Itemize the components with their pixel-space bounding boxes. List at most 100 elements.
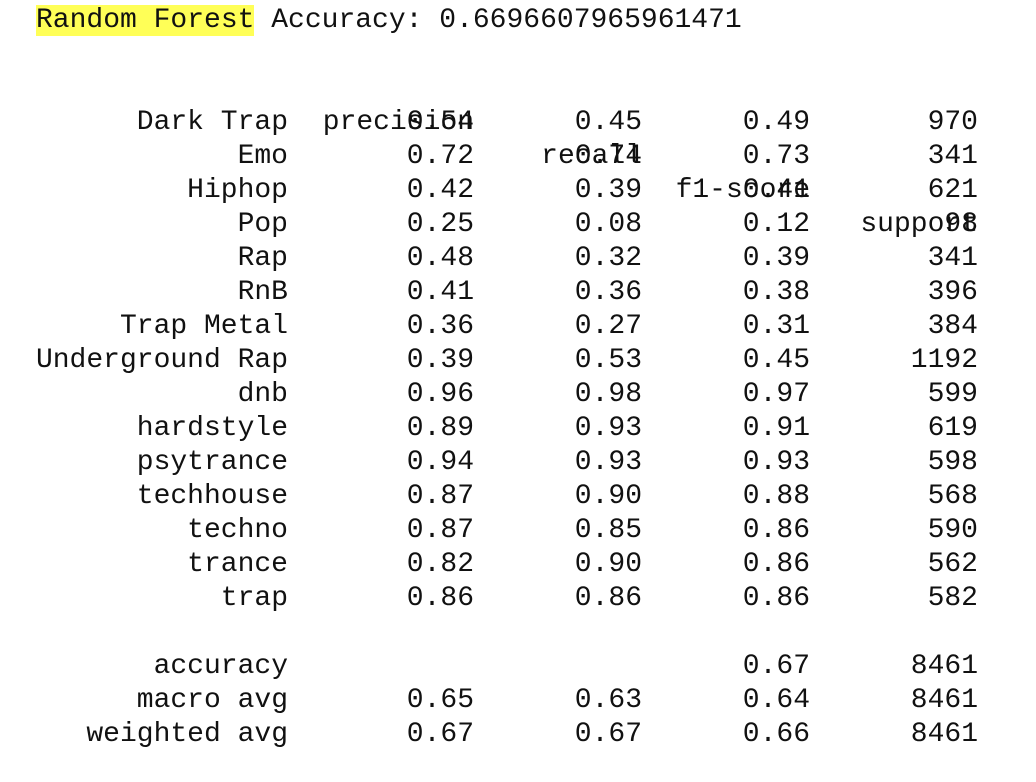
row-label: trap	[220, 583, 288, 614]
support-value: 970	[927, 107, 978, 138]
f1-score-value: 0.39	[742, 243, 810, 274]
recall-value: 0.36	[574, 277, 642, 308]
precision-value: 0.87	[406, 481, 474, 512]
table-row: techno 0.87 0.85 0.86 590	[0, 514, 1036, 548]
precision-value: 0.96	[406, 379, 474, 410]
precision-value: 0.41	[406, 277, 474, 308]
table-row: Pop 0.25 0.08 0.12 98	[0, 208, 1036, 242]
header-recall: recall	[541, 141, 642, 172]
precision-value: 0.25	[406, 209, 474, 240]
recall-value: 0.93	[574, 413, 642, 444]
f1-score-value: 0.38	[742, 277, 810, 308]
row-label: Emo	[237, 141, 288, 172]
row-label: accuracy	[153, 651, 288, 682]
table-row: hardstyle 0.89 0.93 0.91 619	[0, 412, 1036, 446]
support-value: 1192	[910, 345, 978, 376]
support-value: 341	[927, 243, 978, 274]
summary-row: accuracy 0.67 8461	[0, 650, 1036, 684]
row-label: RnB	[237, 277, 288, 308]
recall-value: 0.90	[574, 549, 642, 580]
recall-value: 0.98	[574, 379, 642, 410]
precision-value: 0.48	[406, 243, 474, 274]
accuracy-text: Accuracy: 0.6696607965961471	[254, 5, 742, 36]
table-row: Dark Trap 0.54 0.45 0.49 970	[0, 106, 1036, 140]
table-row: techhouse 0.87 0.90 0.88 568	[0, 480, 1036, 514]
support-value: 621	[927, 175, 978, 206]
recall-value: 0.45	[574, 107, 642, 138]
row-label: macro avg	[136, 685, 288, 716]
table-row: Rap 0.48 0.32 0.39 341	[0, 242, 1036, 276]
precision-value: 0.54	[406, 107, 474, 138]
model-name-highlight: Random Forest	[36, 5, 255, 36]
precision-value: 0.94	[406, 447, 474, 478]
row-label: Rap	[237, 243, 288, 274]
row-label: techhouse	[136, 481, 288, 512]
row-label: dnb	[237, 379, 288, 410]
f1-score-value: 0.97	[742, 379, 810, 410]
f1-score-value: 0.41	[742, 175, 810, 206]
row-label: weighted avg	[86, 719, 288, 750]
precision-value: 0.72	[406, 141, 474, 172]
row-label: psytrance	[136, 447, 288, 478]
table-row: Hiphop 0.42 0.39 0.41 621	[0, 174, 1036, 208]
row-label: Pop	[237, 209, 288, 240]
support-value: 8461	[910, 651, 978, 682]
recall-value: 0.53	[574, 345, 642, 376]
recall-value: 0.67	[574, 719, 642, 750]
report-title: Random Forest Accuracy: 0.66966079659614…	[36, 4, 742, 38]
support-value: 599	[927, 379, 978, 410]
recall-value: 0.27	[574, 311, 642, 342]
support-value: 8461	[910, 685, 978, 716]
recall-value: 0.39	[574, 175, 642, 206]
row-label: Underground Rap	[35, 345, 288, 376]
f1-score-value: 0.86	[742, 549, 810, 580]
f1-score-value: 0.86	[742, 583, 810, 614]
precision-value: 0.42	[406, 175, 474, 206]
support-value: 8461	[910, 719, 978, 750]
precision-value: 0.89	[406, 413, 474, 444]
f1-score-value: 0.67	[742, 651, 810, 682]
recall-value: 0.93	[574, 447, 642, 478]
row-label: Hiphop	[187, 175, 288, 206]
table-row: Trap Metal 0.36 0.27 0.31 384	[0, 310, 1036, 344]
header-f1-score: f1-score	[675, 175, 810, 206]
f1-score-value: 0.88	[742, 481, 810, 512]
recall-value: 0.85	[574, 515, 642, 546]
f1-score-value: 0.31	[742, 311, 810, 342]
table-row: Emo 0.72 0.74 0.73 341	[0, 140, 1036, 174]
support-value: 582	[927, 583, 978, 614]
row-label: Trap Metal	[119, 311, 288, 342]
precision-value: 0.39	[406, 345, 474, 376]
summary-row: macro avg 0.65 0.63 0.64 8461	[0, 684, 1036, 718]
summary-row: weighted avg 0.67 0.67 0.66 8461	[0, 718, 1036, 752]
precision-value: 0.36	[406, 311, 474, 342]
recall-value: 0.32	[574, 243, 642, 274]
table-row: trance 0.82 0.90 0.86 562	[0, 548, 1036, 582]
support-value: 590	[927, 515, 978, 546]
f1-score-value: 0.66	[742, 719, 810, 750]
precision-value: 0.82	[406, 549, 474, 580]
precision-value: 0.65	[406, 685, 474, 716]
recall-value: 0.08	[574, 209, 642, 240]
row-label: techno	[187, 515, 288, 546]
support-value: 384	[927, 311, 978, 342]
f1-score-value: 0.86	[742, 515, 810, 546]
row-label: hardstyle	[136, 413, 288, 444]
f1-score-value: 0.91	[742, 413, 810, 444]
recall-value: 0.74	[574, 141, 642, 172]
f1-score-value: 0.49	[742, 107, 810, 138]
header-row: precision recall f1-score support	[0, 38, 1036, 240]
header-precision: precision	[322, 107, 474, 138]
support-value: 341	[927, 141, 978, 172]
precision-value: 0.87	[406, 515, 474, 546]
table-row: dnb 0.96 0.98 0.97 599	[0, 378, 1036, 412]
support-value: 568	[927, 481, 978, 512]
support-value: 98	[944, 209, 978, 240]
f1-score-value: 0.73	[742, 141, 810, 172]
header-support: support	[860, 209, 978, 240]
recall-value: 0.90	[574, 481, 642, 512]
support-value: 396	[927, 277, 978, 308]
recall-value: 0.63	[574, 685, 642, 716]
f1-score-value: 0.45	[742, 345, 810, 376]
support-value: 619	[927, 413, 978, 444]
